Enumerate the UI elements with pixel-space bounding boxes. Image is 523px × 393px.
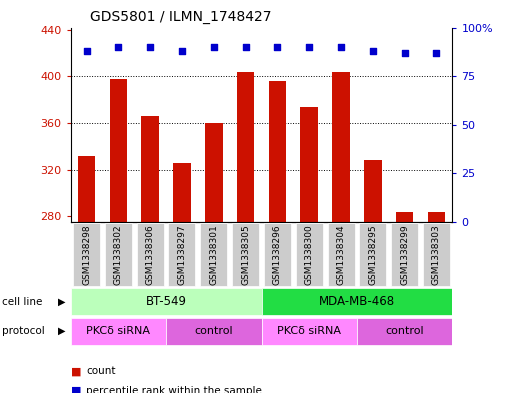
Text: GSM1338296: GSM1338296 [273,224,282,285]
Text: GSM1338303: GSM1338303 [432,224,441,285]
Point [273,44,281,50]
Bar [262,288,452,315]
Text: control: control [385,326,424,336]
Point [82,48,90,54]
Bar [301,107,318,222]
Text: GSM1338298: GSM1338298 [82,224,91,285]
Bar [71,318,166,345]
Bar [173,163,191,222]
Bar [428,211,445,222]
Bar [78,156,95,222]
Text: count: count [86,366,116,376]
Bar [71,288,262,315]
Bar [262,318,357,345]
Bar [141,116,159,222]
Text: MDA-MB-468: MDA-MB-468 [319,295,395,308]
Bar [200,223,228,286]
Bar [137,223,164,286]
Bar [232,223,259,286]
Bar [396,211,413,222]
Text: GSM1338299: GSM1338299 [400,224,409,285]
Text: GSM1338304: GSM1338304 [336,224,346,285]
Text: percentile rank within the sample: percentile rank within the sample [86,386,262,393]
Text: PKCδ siRNA: PKCδ siRNA [86,326,150,336]
Bar [264,223,291,286]
Text: GSM1338302: GSM1338302 [114,224,123,285]
Point [178,48,186,54]
Text: ▶: ▶ [58,297,65,307]
Bar [269,81,286,222]
Text: ■: ■ [71,386,81,393]
Bar [237,72,254,222]
Text: GSM1338295: GSM1338295 [368,224,378,285]
Text: BT-549: BT-549 [145,295,187,308]
Text: GSM1338306: GSM1338306 [145,224,155,285]
Text: control: control [195,326,233,336]
Point [433,50,441,56]
Text: ▶: ▶ [58,326,65,336]
Text: GSM1338305: GSM1338305 [241,224,250,285]
Bar [357,318,452,345]
Text: PKCδ siRNA: PKCδ siRNA [277,326,341,336]
Point [146,44,154,50]
Bar [327,223,355,286]
Point [337,44,345,50]
Text: protocol: protocol [2,326,44,336]
Point [114,44,122,50]
Bar [105,223,132,286]
Point [401,50,409,56]
Bar [364,160,382,222]
Point [210,44,218,50]
Text: GSM1338297: GSM1338297 [177,224,187,285]
Bar [332,72,350,222]
Bar [168,223,196,286]
Text: GSM1338301: GSM1338301 [209,224,218,285]
Text: ■: ■ [71,366,81,376]
Bar [205,123,222,222]
Bar [391,223,418,286]
Text: GDS5801 / ILMN_1748427: GDS5801 / ILMN_1748427 [90,10,271,24]
Bar [359,223,386,286]
Point [305,44,313,50]
Text: cell line: cell line [2,297,42,307]
Bar [166,318,262,345]
Text: GSM1338300: GSM1338300 [305,224,314,285]
Point [242,44,250,50]
Bar [110,79,127,222]
Point [369,48,377,54]
Bar [295,223,323,286]
Bar [423,223,450,286]
Bar [73,223,100,286]
